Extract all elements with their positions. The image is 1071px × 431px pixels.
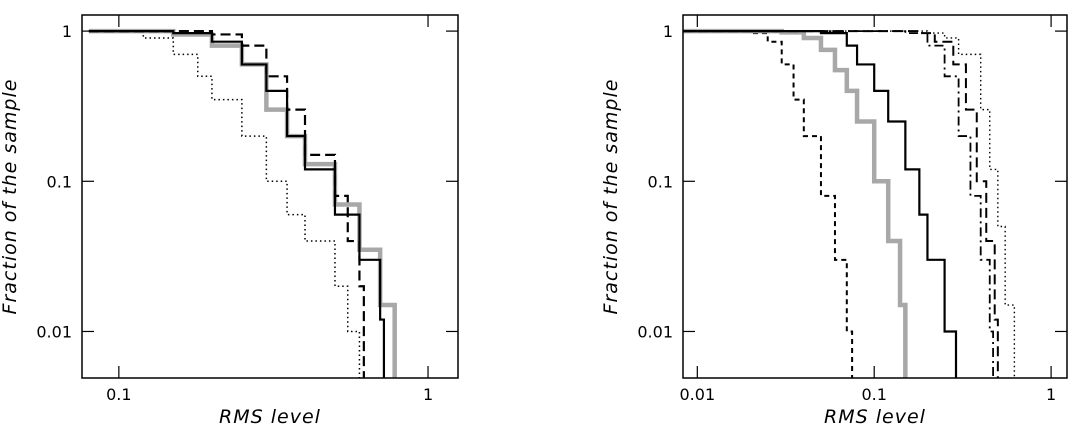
step-line bbox=[683, 30, 994, 378]
step-line bbox=[683, 30, 854, 378]
step-line bbox=[88, 28, 397, 378]
y-tick-label: 0.01 bbox=[36, 322, 72, 341]
x-tick-label: 0.1 bbox=[106, 385, 131, 404]
y-tick-label: 0.01 bbox=[637, 322, 673, 341]
plot: 0.1 1 1 0.1 0.01 RMS level Fraction of the sam… bbox=[0, 14, 459, 428]
x-tick-label: 1 bbox=[1046, 385, 1056, 404]
y-tick-label: 0.1 bbox=[47, 172, 72, 191]
y-axis-label: Fraction of the sample bbox=[0, 79, 21, 315]
step-line bbox=[683, 30, 958, 378]
y-tick-label: 1 bbox=[62, 22, 72, 41]
x-tick-label: 0.01 bbox=[680, 385, 716, 404]
x-tick-label: 0.1 bbox=[861, 385, 886, 404]
frame bbox=[682, 14, 1068, 379]
x-axis-label: RMS level bbox=[219, 406, 321, 427]
step-line bbox=[88, 30, 386, 378]
y-tick-label: 1 bbox=[663, 22, 673, 41]
x-axis-label: RMS level bbox=[824, 406, 926, 427]
step-line bbox=[88, 30, 365, 378]
step-line bbox=[683, 30, 999, 378]
step-line bbox=[683, 30, 1016, 378]
frame bbox=[81, 14, 459, 379]
step-line bbox=[88, 30, 361, 378]
y-tick-label: 0.1 bbox=[648, 172, 673, 191]
x-tick-label: 1 bbox=[423, 385, 433, 404]
y-axis-label: Fraction of the sample bbox=[600, 79, 622, 315]
step-line bbox=[683, 28, 908, 378]
plot: 0.01 0.1 1 1 0.1 0.01 RMS level Fraction of the… bbox=[600, 14, 1068, 428]
